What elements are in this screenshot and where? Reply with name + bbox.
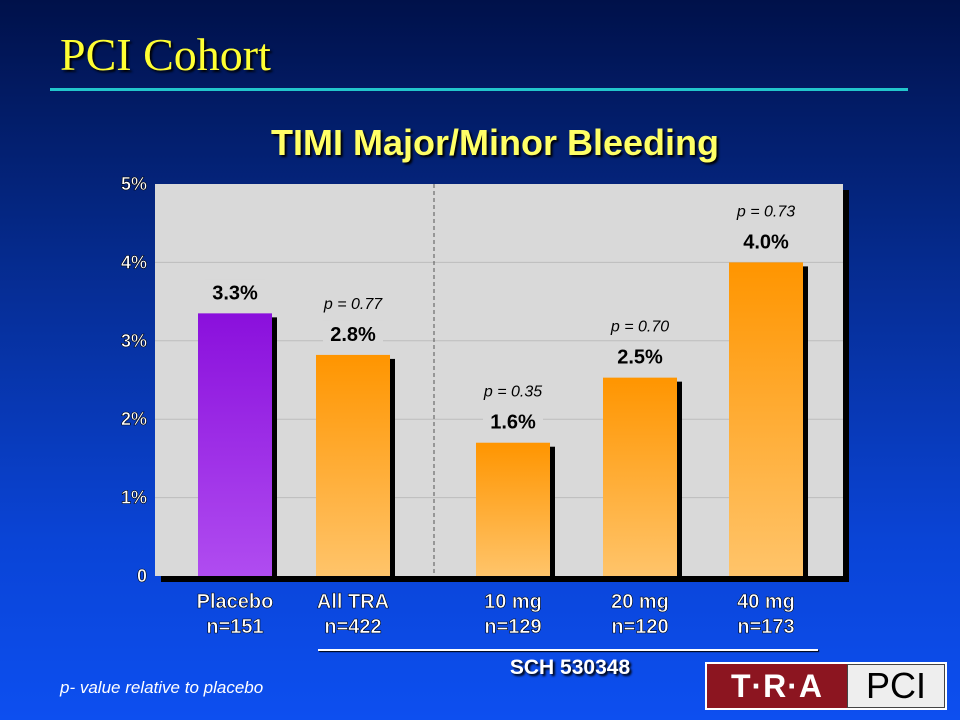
value-label: 1.6% xyxy=(490,412,536,434)
y-tick-label: 1% xyxy=(121,488,147,508)
y-tick-label: 4% xyxy=(121,252,147,272)
category-label: Placebo xyxy=(197,591,274,613)
category-n-label: n=422 xyxy=(324,616,381,638)
y-tick-label: 2% xyxy=(121,409,147,429)
group-label: SCH 530348 xyxy=(509,656,631,679)
footnote: p- value relative to placebo xyxy=(60,678,264,697)
y-tick-label: 5% xyxy=(121,174,147,194)
chart-title: TIMI Major/Minor Bleeding xyxy=(271,122,719,163)
category-n-label: n=129 xyxy=(484,616,541,638)
value-label-bg xyxy=(610,343,670,370)
value-label: 2.5% xyxy=(617,347,663,369)
value-label: 2.8% xyxy=(330,324,376,346)
category-label: 10 mg xyxy=(484,591,542,613)
category-n-label: n=151 xyxy=(206,616,263,638)
slide-title: PCI Cohort xyxy=(60,29,271,80)
bar xyxy=(476,442,550,576)
tra-pci-logo: T·R·A PCI xyxy=(705,662,947,710)
bar xyxy=(316,354,390,576)
category-label: 40 mg xyxy=(737,591,795,613)
value-label: 3.3% xyxy=(212,282,258,304)
category-n-label: n=173 xyxy=(737,616,794,638)
p-value-label: p = 0.73 xyxy=(736,203,795,220)
value-label-bg xyxy=(736,228,796,255)
category-label: All TRA xyxy=(317,591,389,613)
group-bracket-line xyxy=(318,649,818,651)
title-divider xyxy=(50,88,908,91)
logo-tra-text: T·R·A xyxy=(707,664,847,708)
category-n-label: n=120 xyxy=(611,616,668,638)
p-value-label: p = 0.77 xyxy=(323,296,383,313)
value-label: 4.0% xyxy=(743,231,789,253)
value-label-bg xyxy=(323,320,383,347)
bar xyxy=(603,377,677,576)
value-label-bg xyxy=(483,408,543,435)
value-label-bg xyxy=(205,279,265,306)
bar xyxy=(729,262,803,576)
logo-pci-text: PCI xyxy=(847,664,945,708)
category-label: 20 mg xyxy=(611,591,669,613)
y-tick-label: 3% xyxy=(121,331,147,351)
p-value-label: p = 0.70 xyxy=(610,319,669,336)
p-value-label: p = 0.35 xyxy=(483,384,542,401)
bar xyxy=(198,313,272,576)
y-tick-label: 0 xyxy=(137,566,147,586)
